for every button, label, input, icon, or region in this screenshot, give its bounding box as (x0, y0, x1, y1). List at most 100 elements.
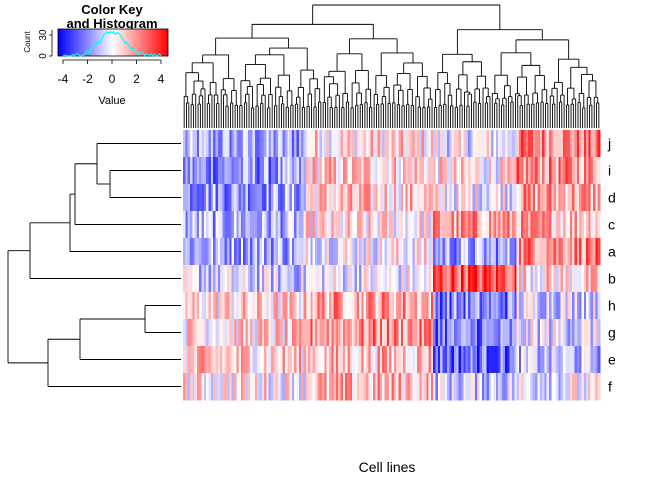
heatmap-cell (224, 292, 228, 320)
heatmap-cell (250, 157, 253, 185)
heatmap-cell (229, 211, 233, 239)
heatmap-cell (491, 184, 494, 212)
heatmap-cell (565, 130, 568, 158)
heatmap-cell (206, 265, 209, 293)
heatmap-cell (308, 130, 311, 158)
heatmap-cell (356, 292, 360, 320)
heatmap-cell (477, 373, 480, 401)
heatmap-cell (215, 130, 219, 158)
heatmap-cell (282, 238, 286, 266)
heatmap-cell (414, 292, 418, 320)
heatmap-cell (502, 238, 506, 266)
heatmap-cell (535, 292, 538, 320)
heatmap-cell (356, 319, 360, 347)
heatmap-cell (572, 265, 575, 293)
heatmap-cell (493, 157, 497, 185)
heatmap-cell (189, 157, 193, 185)
heatmap-cell (565, 319, 568, 347)
heatmap-cell (238, 130, 242, 158)
heatmap-cell (507, 130, 511, 158)
heatmap-cell (405, 292, 409, 320)
heatmap-cell (495, 130, 499, 158)
heatmap-cell (382, 184, 385, 212)
heatmap-cell (254, 184, 258, 212)
heatmap-cell (581, 292, 585, 320)
heatmap-cell (227, 157, 230, 185)
heatmap-cell (347, 130, 351, 158)
heatmap-cell (549, 130, 552, 158)
heatmap-cell (590, 373, 594, 401)
heatmap-cell (294, 319, 297, 347)
heatmap-cell (588, 211, 592, 239)
heatmap-cell (384, 373, 388, 401)
heatmap-cell (206, 238, 209, 266)
heatmap-cell (296, 157, 300, 185)
heatmap-cell (574, 130, 578, 158)
heatmap-cell (319, 130, 323, 158)
heatmap-cell (250, 130, 253, 158)
heatmap-cell (261, 130, 265, 158)
heatmap-cell (312, 265, 316, 293)
heatmap-cell (576, 130, 580, 158)
heatmap-cell (275, 373, 279, 401)
heatmap-cell (410, 265, 413, 293)
heatmap-cell (511, 265, 515, 293)
heatmap-cell (236, 184, 239, 212)
heatmap-cell (215, 157, 219, 185)
heatmap-cell (391, 130, 395, 158)
heatmap-cell (303, 373, 307, 401)
heatmap-cell (196, 130, 200, 158)
heatmap-cell (377, 184, 381, 212)
heatmap-cell (502, 211, 506, 239)
heatmap-cell (370, 319, 374, 347)
heatmap-cell (430, 238, 434, 266)
color-key: Color Key and Histogram Count 0 30 (23, 2, 169, 107)
heatmap-cell (245, 346, 249, 374)
heatmap-cell (338, 184, 341, 212)
heatmap-cell (326, 373, 330, 401)
heatmap-cell (484, 184, 487, 212)
heatmap-cell (333, 211, 337, 239)
heatmap-cell (275, 292, 279, 320)
heatmap-cell (433, 130, 436, 158)
heatmap-cell (231, 238, 235, 266)
heatmap-cell (479, 292, 483, 320)
heatmap-cell (569, 265, 573, 293)
heatmap-cell (576, 319, 580, 347)
heatmap-cell (514, 319, 517, 347)
heatmap-cell (576, 184, 580, 212)
heatmap-cell (449, 184, 453, 212)
heatmap-cell (250, 211, 253, 239)
heatmap-cell (467, 157, 471, 185)
heatmap-cell (488, 319, 492, 347)
heatmap-cell (250, 292, 253, 320)
heatmap-cell (597, 157, 601, 185)
heatmap-cell (196, 373, 200, 401)
heatmap-cell (502, 319, 506, 347)
heatmap-cell (586, 130, 589, 158)
heatmap-cell (294, 292, 297, 320)
heatmap-cell (266, 157, 270, 185)
heatmap-cell (479, 265, 483, 293)
heatmap-cell (266, 292, 270, 320)
heatmap-cell (382, 265, 385, 293)
heatmap-cell (187, 373, 191, 401)
heatmap-cell (335, 211, 339, 239)
heatmap-cell (414, 184, 418, 212)
heatmap-cell (280, 346, 284, 374)
heatmap-cell (229, 319, 233, 347)
heatmap-cell (326, 265, 330, 293)
heatmap-cell (569, 130, 573, 158)
heatmap-cell (240, 184, 244, 212)
heatmap-cell (440, 265, 443, 293)
heatmap-cell (467, 265, 471, 293)
heatmap-cell (426, 319, 429, 347)
heatmap-cell (565, 346, 568, 374)
heatmap-cell (495, 265, 499, 293)
heatmap-cell (208, 184, 212, 212)
heatmap-cell (326, 292, 330, 320)
heatmap-cell (361, 184, 365, 212)
heatmap-cell (498, 238, 501, 266)
heatmap-cell (215, 238, 219, 266)
